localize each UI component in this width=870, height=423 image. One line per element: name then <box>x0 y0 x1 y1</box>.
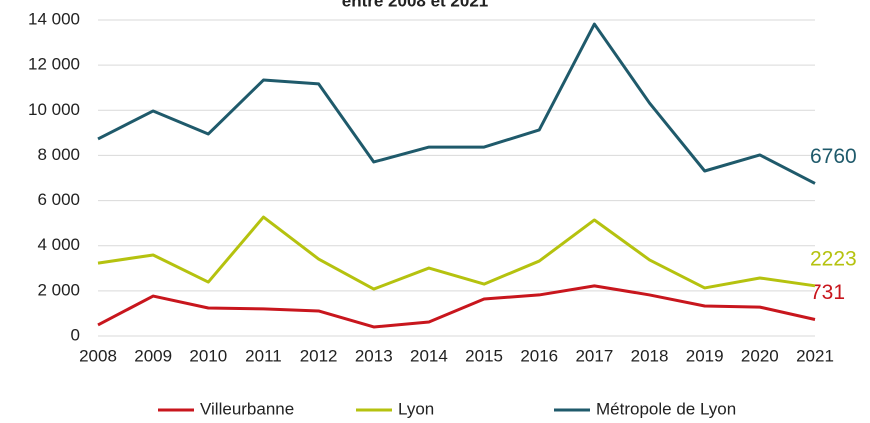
y-tick-label: 10 000 <box>28 100 80 119</box>
x-tick-label: 2012 <box>300 346 338 365</box>
data-label: 2223 <box>810 247 857 270</box>
x-tick-label: 2015 <box>465 346 503 365</box>
x-tick-label: 2008 <box>79 346 117 365</box>
y-tick-label: 12 000 <box>28 55 80 74</box>
x-tick-label: 2017 <box>575 346 613 365</box>
x-tick-label: 2010 <box>189 346 227 365</box>
data-label: 731 <box>810 281 845 304</box>
chart-title: entre 2008 et 2021 <box>342 0 489 10</box>
y-tick-label: 8 000 <box>37 145 80 164</box>
legend-label: Villeurbanne <box>200 399 294 418</box>
x-tick-label: 2011 <box>245 346 282 365</box>
series-line <box>97 215 816 291</box>
x-tick-label: 2009 <box>134 346 172 365</box>
x-tick-label: 2018 <box>631 346 669 365</box>
legend-label: Lyon <box>398 399 434 418</box>
x-tick-label: 2016 <box>520 346 558 365</box>
series-line <box>97 22 816 185</box>
series-line <box>97 284 816 329</box>
y-tick-label: 14 000 <box>28 9 80 28</box>
x-tick-label: 2014 <box>410 346 448 365</box>
data-label: 6760 <box>810 145 857 168</box>
x-tick-label: 2020 <box>741 346 779 365</box>
x-tick-label: 2019 <box>686 346 724 365</box>
y-tick-label: 6 000 <box>37 190 80 209</box>
y-tick-label: 4 000 <box>37 235 80 254</box>
y-tick-label: 2 000 <box>37 280 80 299</box>
x-tick-label: 2021 <box>796 346 834 365</box>
x-tick-label: 2013 <box>355 346 393 365</box>
y-tick-label: 0 <box>71 325 80 344</box>
legend-label: Métropole de Lyon <box>596 399 736 418</box>
